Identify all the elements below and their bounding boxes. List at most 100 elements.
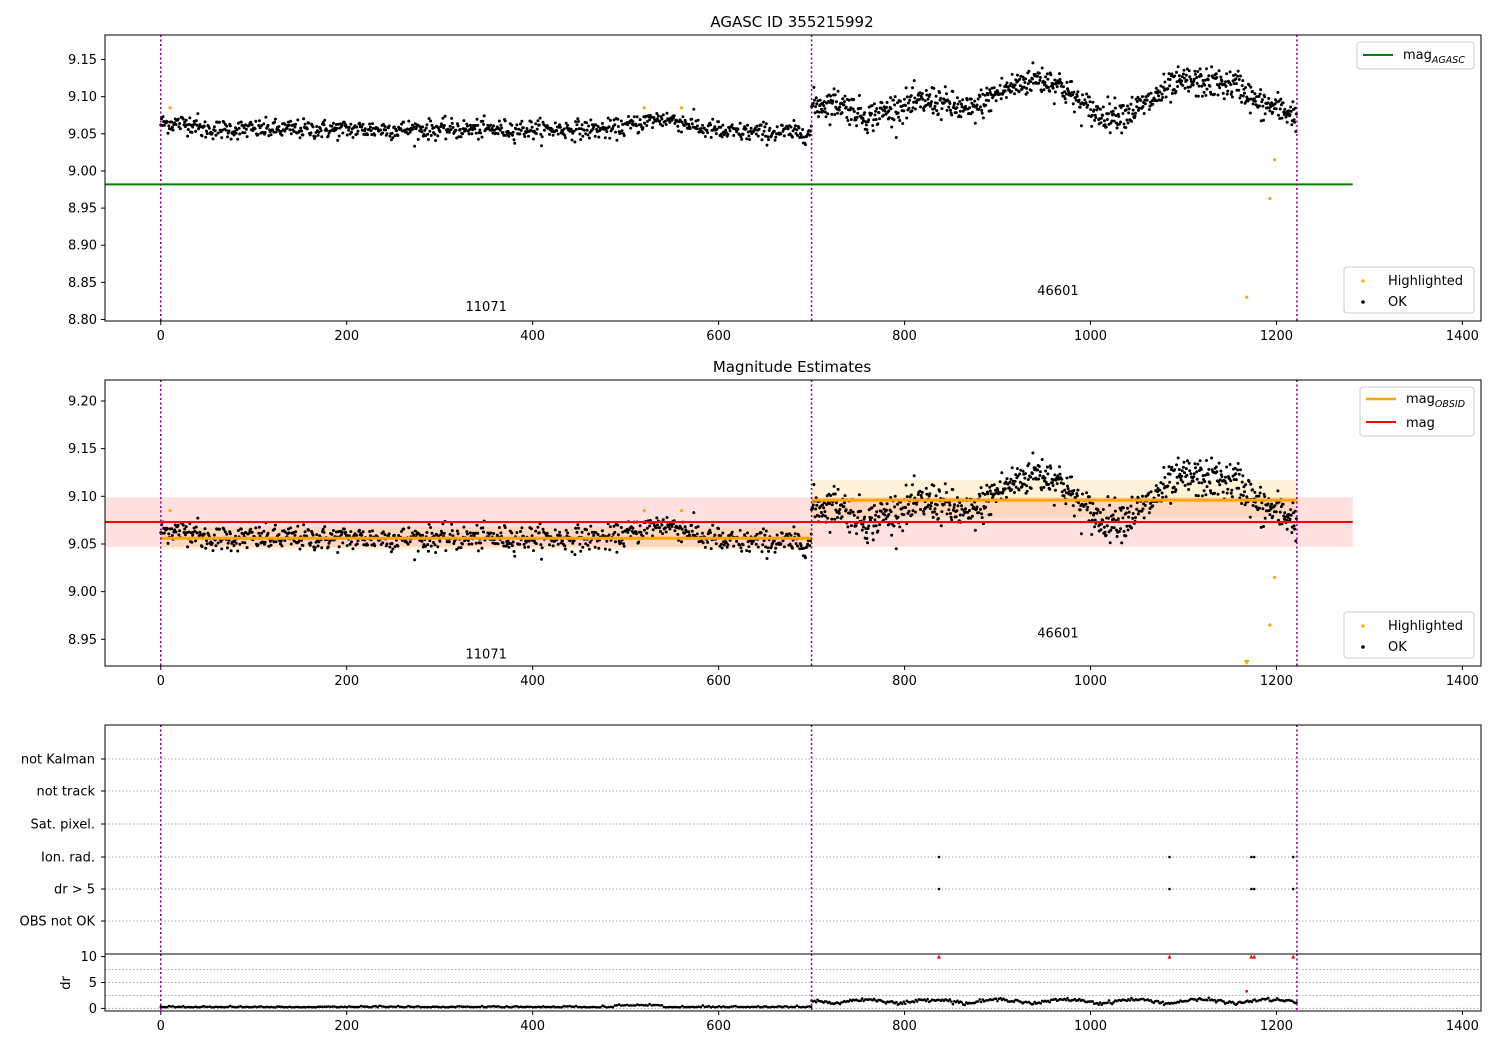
ok-point	[860, 528, 864, 532]
ok-point	[1098, 511, 1102, 514]
dr-point	[924, 999, 928, 1003]
dr-point	[771, 1005, 774, 1008]
ok-point	[228, 532, 232, 536]
ok-point	[407, 526, 411, 530]
ok-point	[927, 503, 931, 507]
ok-point	[852, 98, 856, 101]
ok-point	[593, 134, 597, 138]
dr-point	[587, 1006, 590, 1009]
ok-point	[580, 123, 584, 127]
ok-point	[238, 542, 242, 546]
ok-point	[188, 116, 192, 120]
ok-point	[832, 87, 836, 91]
ok-point	[956, 504, 960, 508]
ok-point	[1119, 120, 1123, 124]
dr-point	[981, 998, 984, 1001]
dr-point	[699, 1005, 703, 1009]
ok-point	[935, 109, 939, 113]
ok-point	[842, 103, 846, 107]
dr-clipped-marker	[1291, 954, 1296, 959]
ok-point	[808, 544, 812, 548]
ok-point	[754, 132, 758, 136]
ok-point	[658, 119, 662, 123]
dr-point	[198, 1006, 201, 1009]
ok-point	[1135, 507, 1139, 511]
dr-point	[1295, 1001, 1298, 1004]
dr-clipped-marker	[1167, 954, 1172, 959]
ok-point	[1174, 488, 1178, 492]
ok-point	[1066, 484, 1069, 488]
ok-point	[336, 138, 340, 142]
ok-point	[1230, 488, 1234, 492]
ok-point	[1095, 108, 1099, 112]
dr-point	[407, 1004, 410, 1008]
ok-point	[1020, 485, 1024, 489]
dr-point	[216, 1005, 220, 1009]
ok-point	[558, 123, 562, 127]
ok-point	[969, 97, 973, 101]
dr-point	[707, 1005, 711, 1008]
ok-point	[337, 545, 341, 549]
ok-point	[1036, 74, 1040, 78]
ok-point	[1143, 503, 1147, 507]
ok-point	[492, 124, 496, 128]
dr-point	[994, 997, 998, 1000]
dr-point	[427, 1005, 431, 1009]
ok-point	[1032, 81, 1035, 85]
ok-point	[826, 516, 830, 520]
dr-point	[767, 1006, 770, 1009]
ok-point	[764, 529, 768, 533]
dr-point	[251, 1005, 255, 1009]
x-tick-label: 400	[520, 1019, 545, 1034]
ok-point	[1151, 102, 1155, 106]
ok-point	[563, 547, 567, 551]
dr-point	[400, 1005, 404, 1009]
ok-point	[593, 545, 597, 549]
ok-point	[1251, 504, 1255, 507]
ok-point	[313, 548, 316, 552]
ok-point	[527, 134, 530, 138]
ok-point	[1007, 88, 1011, 92]
ok-point	[1198, 459, 1202, 463]
ok-point	[661, 532, 665, 536]
ok-point	[793, 124, 797, 128]
ok-point	[894, 136, 898, 139]
dr-point	[1222, 1000, 1225, 1003]
ok-point	[1185, 459, 1189, 463]
ok-point	[294, 530, 298, 534]
ok-point	[466, 532, 469, 536]
ok-point	[1136, 512, 1140, 516]
ok-point	[556, 542, 560, 546]
ok-point	[1047, 482, 1050, 486]
ok-point	[757, 127, 761, 131]
ok-point	[934, 94, 938, 98]
ok-point	[1124, 511, 1128, 515]
ok-point	[676, 124, 680, 128]
ok-point	[1030, 77, 1034, 81]
ok-point	[865, 128, 869, 132]
ok-point	[874, 524, 878, 528]
dr-point	[439, 1006, 443, 1009]
ok-point	[687, 530, 691, 534]
dr-point	[333, 1005, 336, 1008]
ok-point	[260, 531, 264, 535]
ok-point	[470, 542, 474, 546]
ok-point	[1121, 112, 1125, 115]
ok-point	[438, 539, 442, 543]
dr-point	[805, 1005, 809, 1008]
ok-point	[1288, 113, 1292, 117]
dr-point	[605, 1006, 608, 1009]
ok-point	[532, 549, 535, 553]
ok-point	[848, 511, 852, 515]
ok-point	[303, 122, 307, 126]
ok-point	[1023, 81, 1027, 84]
ok-point	[214, 133, 218, 137]
ok-point	[550, 128, 554, 132]
ok-point	[345, 544, 349, 548]
ok-point	[619, 541, 623, 545]
ok-point	[455, 547, 459, 551]
ok-point	[670, 525, 674, 528]
ok-point	[271, 128, 274, 132]
ok-point	[1280, 116, 1284, 120]
